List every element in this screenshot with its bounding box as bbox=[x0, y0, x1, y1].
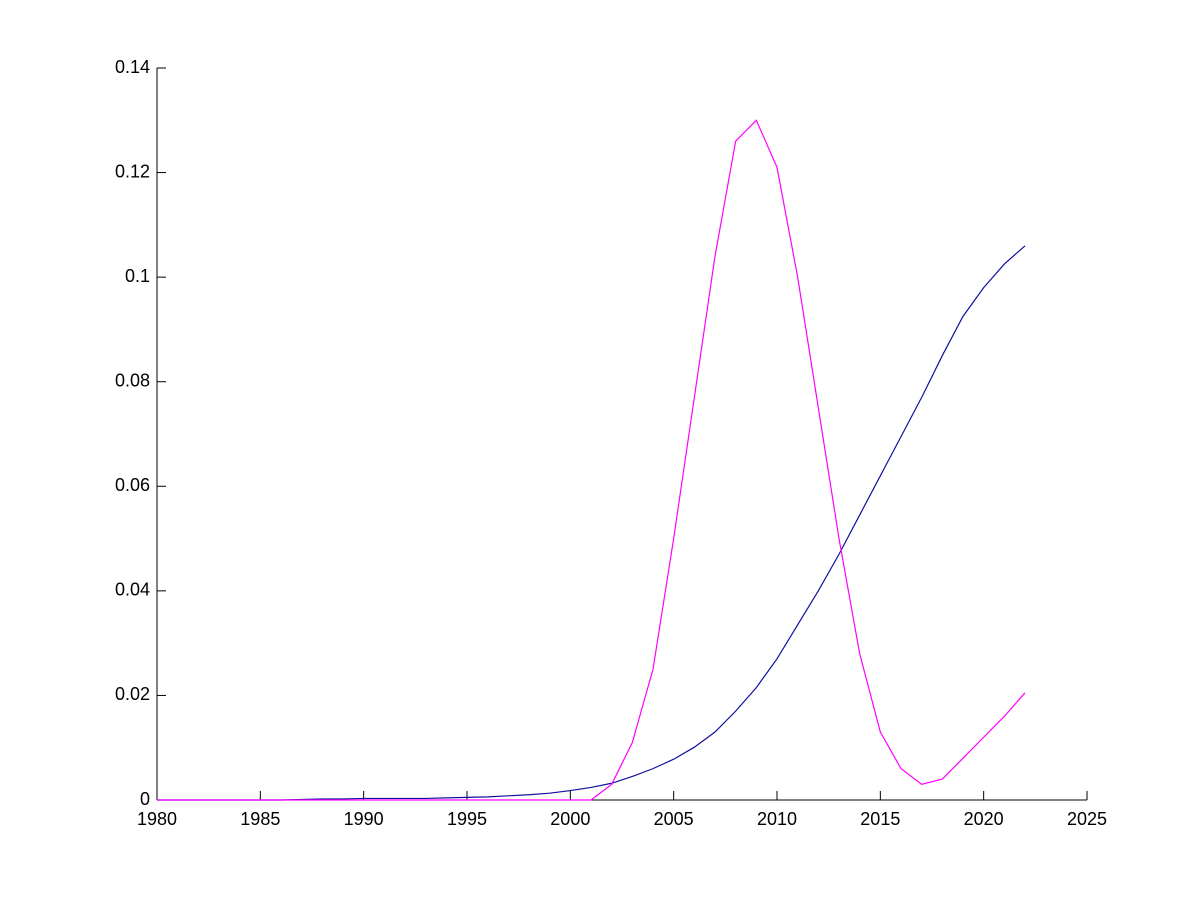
x-tick-label: 2020 bbox=[964, 809, 1004, 829]
x-tick-label: 2010 bbox=[757, 809, 797, 829]
y-tick-label: 0.1 bbox=[125, 266, 150, 286]
x-tick-label: 2005 bbox=[654, 809, 694, 829]
x-tick-label: 2000 bbox=[550, 809, 590, 829]
x-tick-label: 1990 bbox=[344, 809, 384, 829]
series-line bbox=[157, 119, 1026, 801]
y-tick-label: 0.12 bbox=[115, 161, 150, 181]
series-line bbox=[157, 245, 1026, 801]
y-tick-label: 0.04 bbox=[115, 580, 150, 600]
y-tick-label: 0.14 bbox=[115, 57, 150, 77]
y-tick-label: 0.06 bbox=[115, 475, 150, 495]
x-tick-label: 1980 bbox=[137, 809, 177, 829]
y-tick-label: 0.02 bbox=[115, 684, 150, 704]
x-tick-label: 1985 bbox=[240, 809, 280, 829]
x-tick-label: 2025 bbox=[1067, 809, 1107, 829]
x-tick-label: 2015 bbox=[860, 809, 900, 829]
y-tick-label: 0 bbox=[140, 789, 150, 809]
y-tick-label: 0.08 bbox=[115, 370, 150, 390]
x-tick-label: 1995 bbox=[447, 809, 487, 829]
